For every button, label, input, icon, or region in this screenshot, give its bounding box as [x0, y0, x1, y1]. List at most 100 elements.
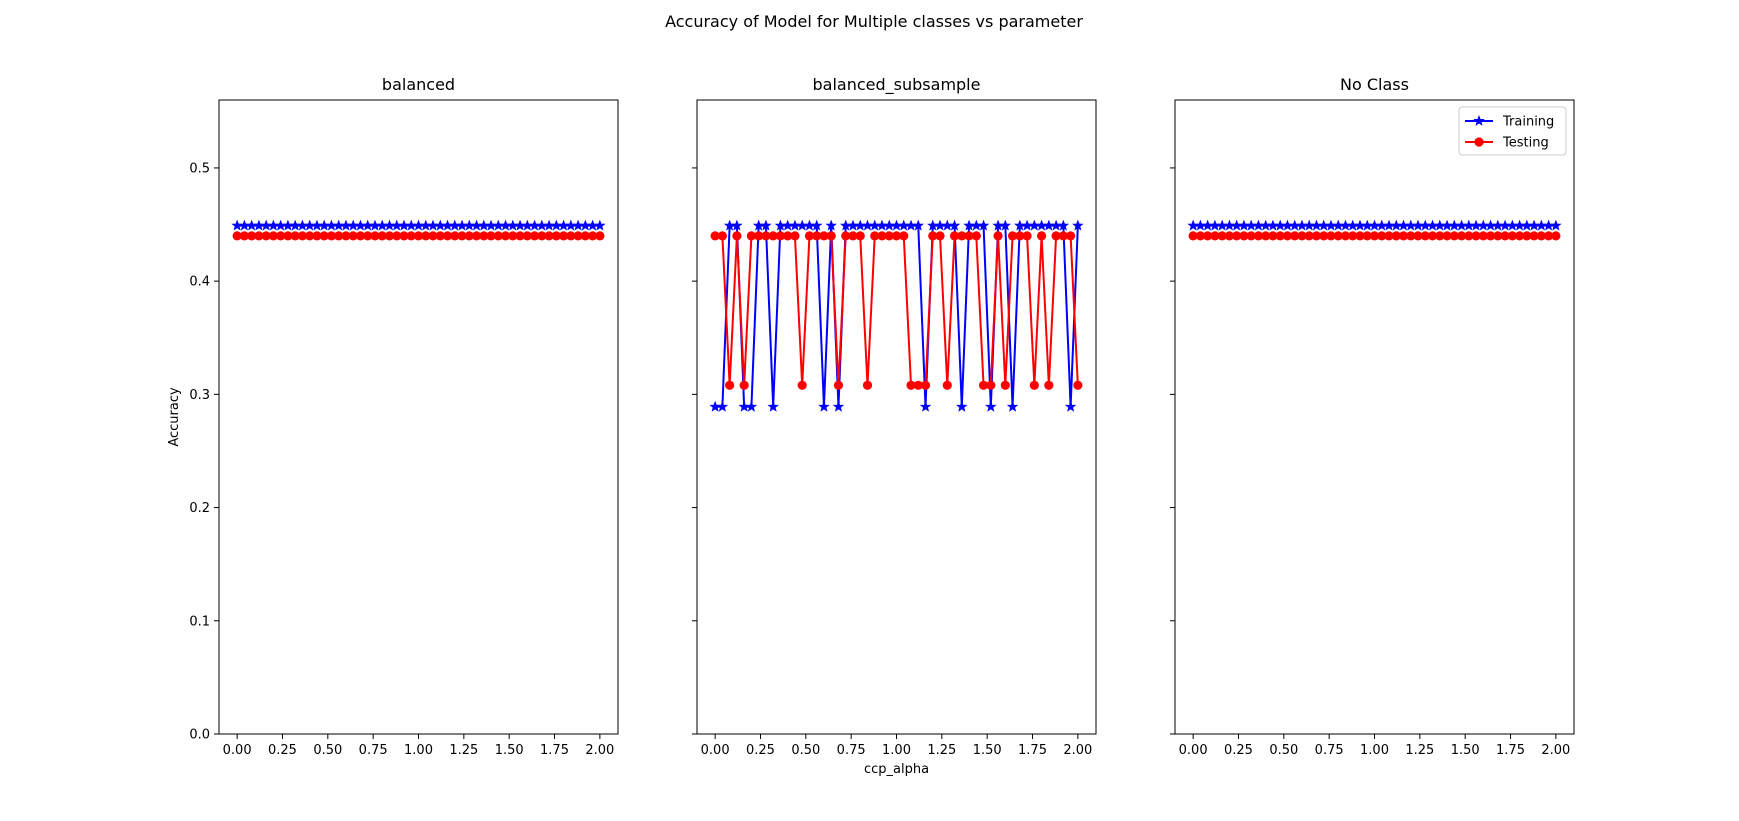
testing-series-point-9 — [297, 231, 308, 241]
testing-series-point-2 — [247, 231, 257, 241]
testing-series-point-48 — [1536, 231, 1546, 241]
testing-series-point-20 — [377, 231, 387, 241]
testing-series-point-31 — [1413, 231, 1423, 241]
testing-series-point-36 — [493, 231, 503, 241]
testing-series-point-7 — [1239, 231, 1249, 241]
x-tick-label: 0.75 — [837, 743, 866, 758]
testing-series-point-34 — [1435, 231, 1445, 241]
x-tick-label: 2.00 — [585, 743, 614, 758]
x-tick-label: 1.75 — [1496, 743, 1525, 758]
subplot-title: balanced_subsample — [813, 75, 981, 95]
training-series-point-50 — [594, 219, 606, 231]
testing-series-point-10 — [783, 231, 793, 241]
training-series-point-16 — [825, 219, 837, 231]
testing-series-point-2 — [1203, 231, 1213, 241]
testing-series-point-15 — [341, 231, 351, 241]
testing-series-point-24 — [406, 231, 416, 241]
testing-series-point-6 — [276, 231, 286, 241]
testing-series-point-22 — [392, 231, 402, 241]
testing-series-point-25 — [1369, 231, 1380, 241]
x-tick-label: 0.50 — [791, 743, 820, 758]
x-tick-label: 1.25 — [1405, 743, 1434, 758]
testing-series-point-0 — [232, 231, 242, 241]
testing-series-point-18 — [1319, 231, 1329, 241]
testing-series-point-6 — [754, 231, 764, 241]
training-series-point-50 — [1550, 219, 1562, 231]
testing-series-point-15 — [1297, 231, 1307, 241]
x-tick-label: 0.50 — [313, 743, 342, 758]
x-tick-label: 2.00 — [1541, 743, 1570, 758]
testing-series-point-36 — [1449, 231, 1459, 241]
testing-series-point-38 — [986, 380, 996, 390]
legend-marker-testing-point-0 — [1474, 137, 1484, 147]
training-series-line — [715, 224, 1079, 408]
testing-series-point-4 — [1217, 231, 1227, 241]
plot-frame — [218, 99, 619, 735]
legend-marker-training-point-0 — [1473, 114, 1485, 126]
testing-series-point-17 — [833, 380, 844, 390]
training-series-point-17 — [832, 400, 845, 412]
training-series-point-33 — [948, 219, 961, 231]
testing-series-point-26 — [1377, 231, 1387, 241]
testing-series-point-23 — [399, 231, 409, 241]
testing-series-point-19 — [848, 231, 858, 241]
testing-series-point-16 — [1304, 231, 1314, 241]
testing-series-point-31 — [935, 231, 945, 241]
training-series-point-49 — [1064, 400, 1077, 412]
testing-series-point-32 — [942, 380, 952, 390]
training-series-point-5 — [745, 400, 758, 412]
x-tick-label: 1.50 — [973, 743, 1002, 758]
testing-series-point-46 — [566, 231, 576, 241]
y-tick-label: 0.3 — [189, 388, 210, 403]
testing-series-point-49 — [1066, 231, 1076, 241]
testing-series-point-39 — [1471, 231, 1481, 241]
training-series-point-29 — [919, 400, 932, 412]
testing-series-point-39 — [993, 231, 1003, 241]
testing-series-point-8 — [290, 231, 300, 241]
training-series-point-7 — [760, 219, 772, 231]
testing-series-point-25 — [891, 231, 902, 241]
training-series-point-8 — [767, 400, 779, 412]
x-tick-label: 2.00 — [1063, 743, 1092, 758]
testing-series-point-37 — [978, 380, 989, 390]
testing-series-point-48 — [580, 231, 590, 241]
training-series-point-3 — [731, 219, 743, 231]
testing-series-point-5 — [746, 231, 757, 241]
testing-series-point-4 — [739, 380, 749, 390]
testing-series-point-40 — [522, 231, 532, 241]
testing-series-point-1 — [717, 231, 727, 241]
testing-series-point-32 — [1420, 231, 1430, 241]
testing-series-point-43 — [1022, 231, 1032, 241]
subplot-2: balanced_subsample 0.00 0.25 0.50 0.75 1.00 1.… — [692, 75, 1097, 777]
testing-series-point-27 — [906, 380, 916, 390]
testing-series-point-21 — [1340, 231, 1351, 241]
training-series — [709, 219, 1084, 412]
testing-series-point-35 — [1442, 231, 1452, 241]
subplot-1: balanced 0.0 0.1 0.2 0.3 0.4 0.5 0.00 0.25 0.50 0.… — [167, 75, 619, 758]
testing-series-point-42 — [537, 231, 547, 241]
training-series-point-14 — [810, 219, 823, 231]
testing-series-point-46 — [1044, 380, 1054, 390]
testing-series-point-18 — [841, 231, 851, 241]
subplot-title: No Class — [1340, 75, 1409, 94]
testing-series-point-29 — [1398, 231, 1409, 241]
training-series-point-41 — [1006, 400, 1019, 412]
testing-series-point-36 — [971, 231, 981, 241]
training-series-point-1 — [716, 400, 729, 412]
plot-frame — [696, 99, 1097, 735]
testing-series-point-45 — [1514, 231, 1525, 241]
y-tick-label: 0.1 — [189, 614, 210, 629]
x-tick-label: 1.50 — [495, 743, 524, 758]
testing-series-point-33 — [471, 231, 482, 241]
testing-series-point-10 — [305, 231, 315, 241]
testing-series-point-30 — [928, 231, 938, 241]
testing-series-point-31 — [457, 231, 467, 241]
x-tick-label: 1.75 — [540, 743, 569, 758]
testing-series-point-41 — [529, 231, 540, 241]
testing-series-point-14 — [334, 231, 344, 241]
x-tick-label: 1.75 — [1018, 743, 1047, 758]
testing-series-point-45 — [1036, 231, 1047, 241]
testing-series-point-7 — [761, 231, 771, 241]
testing-series-point-47 — [1051, 231, 1061, 241]
